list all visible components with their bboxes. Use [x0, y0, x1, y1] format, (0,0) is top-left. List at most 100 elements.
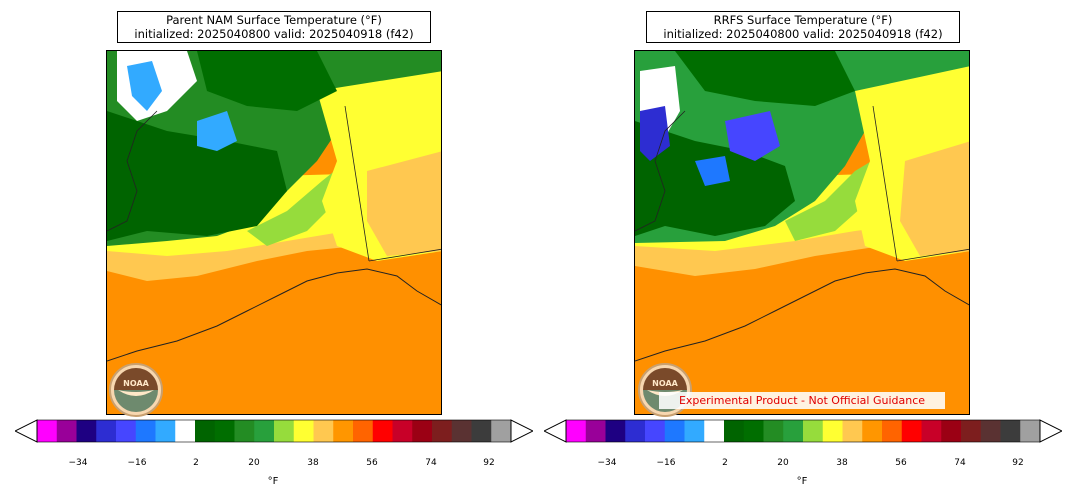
colorbar-cell	[76, 420, 97, 442]
colorbar-cell	[471, 420, 492, 442]
colorbar-frame	[565, 419, 1041, 443]
colorbar-cell	[842, 420, 863, 442]
colorbar-cell	[372, 420, 393, 442]
rrfs-panel: RRFS Surface Temperature (°F) initialize…	[544, 11, 1062, 487]
nam-title-line2: initialized: 2025040800 valid: 202504091…	[134, 27, 414, 41]
colorbar-cell	[743, 420, 764, 442]
colorbar-cell	[882, 420, 903, 442]
colorbar-cell	[684, 420, 705, 442]
dark-green-north	[197, 51, 337, 111]
colorbar-cell	[96, 420, 117, 442]
colorbar-cell	[566, 420, 587, 442]
blue-zone-3	[695, 156, 730, 186]
colorbar-cell	[274, 420, 295, 442]
colorbar-cell	[783, 420, 804, 442]
colorbar-tick-label: 56	[366, 458, 378, 468]
colorbar-cell	[585, 420, 606, 442]
colorbar-cell	[135, 420, 156, 442]
rrfs-temperature-map	[634, 50, 970, 415]
nam-title-box: Parent NAM Surface Temperature (°F) init…	[117, 11, 431, 43]
colorbar-tick-label: −34	[68, 458, 88, 468]
nam-temperature-map	[106, 50, 442, 415]
colorbar-cell	[645, 420, 666, 442]
colorbar-cells	[566, 420, 1041, 442]
coastline	[635, 268, 969, 362]
colorbar-cell	[803, 420, 824, 442]
colorbar-cell	[432, 420, 453, 442]
colorbar-cell	[333, 420, 354, 442]
coastline-west	[107, 110, 158, 232]
blue-zone-2	[197, 111, 237, 151]
colorbar-cell	[195, 420, 216, 442]
colorbar-tick-label: 20	[777, 458, 789, 468]
colorbar-cell	[625, 420, 646, 442]
colorbar-tick-label: 38	[836, 458, 848, 468]
noaa-logo-icon: NOAA	[109, 363, 163, 417]
border-line-east	[368, 248, 441, 262]
border-line-east	[896, 248, 969, 262]
coastline	[107, 268, 441, 362]
colorbar-cell	[763, 420, 784, 442]
colorbar-cell	[412, 420, 433, 442]
colorbar-cell	[451, 420, 472, 442]
colorbar-cell	[941, 420, 962, 442]
nam-colorbar	[15, 419, 533, 443]
nam-panel: Parent NAM Surface Temperature (°F) init…	[15, 11, 533, 487]
colorbar-cell	[313, 420, 334, 442]
east-orange	[367, 151, 441, 256]
border-line	[344, 105, 370, 262]
nam-map-svg	[107, 51, 441, 414]
rrfs-title-box: RRFS Surface Temperature (°F) initialize…	[646, 11, 960, 43]
colorbar-over-triangle	[1039, 419, 1062, 443]
colorbar-cell	[214, 420, 235, 442]
colorbar-cell	[921, 420, 942, 442]
colorbar-cells	[37, 420, 512, 442]
lime-band	[785, 156, 880, 241]
east-orange	[900, 141, 969, 256]
colorbar-cell	[1020, 420, 1041, 442]
colorbar-cell	[822, 420, 843, 442]
colorbar-cell	[234, 420, 255, 442]
nam-title-line1: Parent NAM Surface Temperature (°F)	[166, 13, 382, 27]
colorbar-tick-label: 56	[895, 458, 907, 468]
lime-band	[247, 161, 347, 246]
colorbar-cell	[293, 420, 314, 442]
colorbar-tick-label: 2	[722, 458, 728, 468]
colorbar-tick-label: 92	[1012, 458, 1024, 468]
colorbar-tick-label: 92	[483, 458, 495, 468]
colorbar-cell	[491, 420, 512, 442]
colorbar-tick-label: 2	[193, 458, 199, 468]
rrfs-title-line1: RRFS Surface Temperature (°F)	[713, 13, 893, 27]
colorbar-frame	[36, 419, 512, 443]
colorbar-tick-label: −34	[597, 458, 617, 468]
colorbar-tick-label: −16	[656, 458, 676, 468]
blue-zone-2	[725, 111, 780, 161]
colorbar-under-triangle	[544, 419, 567, 443]
blue-zone-1	[640, 106, 670, 161]
colorbar-cell	[901, 420, 922, 442]
colorbar-tick-label: −16	[127, 458, 147, 468]
colorbar-tick-label: 20	[248, 458, 260, 468]
colorbar-cell	[961, 420, 982, 442]
border-line	[872, 105, 898, 262]
coastline-west	[635, 110, 686, 232]
colorbar-cell	[37, 420, 58, 442]
blue-zone-1	[127, 61, 162, 111]
noaa-logo-icon: NOAA	[638, 363, 692, 417]
noaa-logo-text: NOAA	[123, 379, 149, 388]
colorbar-cell	[254, 420, 275, 442]
dark-green-west	[107, 111, 287, 241]
colorbar-cell	[353, 420, 374, 442]
colorbar-cell	[1000, 420, 1021, 442]
colorbar-tick-label: 74	[425, 458, 437, 468]
rrfs-colorbar-unit: °F	[796, 476, 808, 487]
rrfs-map-svg	[635, 51, 969, 414]
colorbar-cell	[724, 420, 745, 442]
colorbar-cell	[605, 420, 626, 442]
colorbar-cell	[116, 420, 137, 442]
rrfs-colorbar	[544, 419, 1062, 443]
nam-colorbar-unit: °F	[267, 476, 279, 487]
colorbar-cell	[392, 420, 413, 442]
noaa-logo-text: NOAA	[652, 379, 678, 388]
colorbar-cell	[704, 420, 725, 442]
